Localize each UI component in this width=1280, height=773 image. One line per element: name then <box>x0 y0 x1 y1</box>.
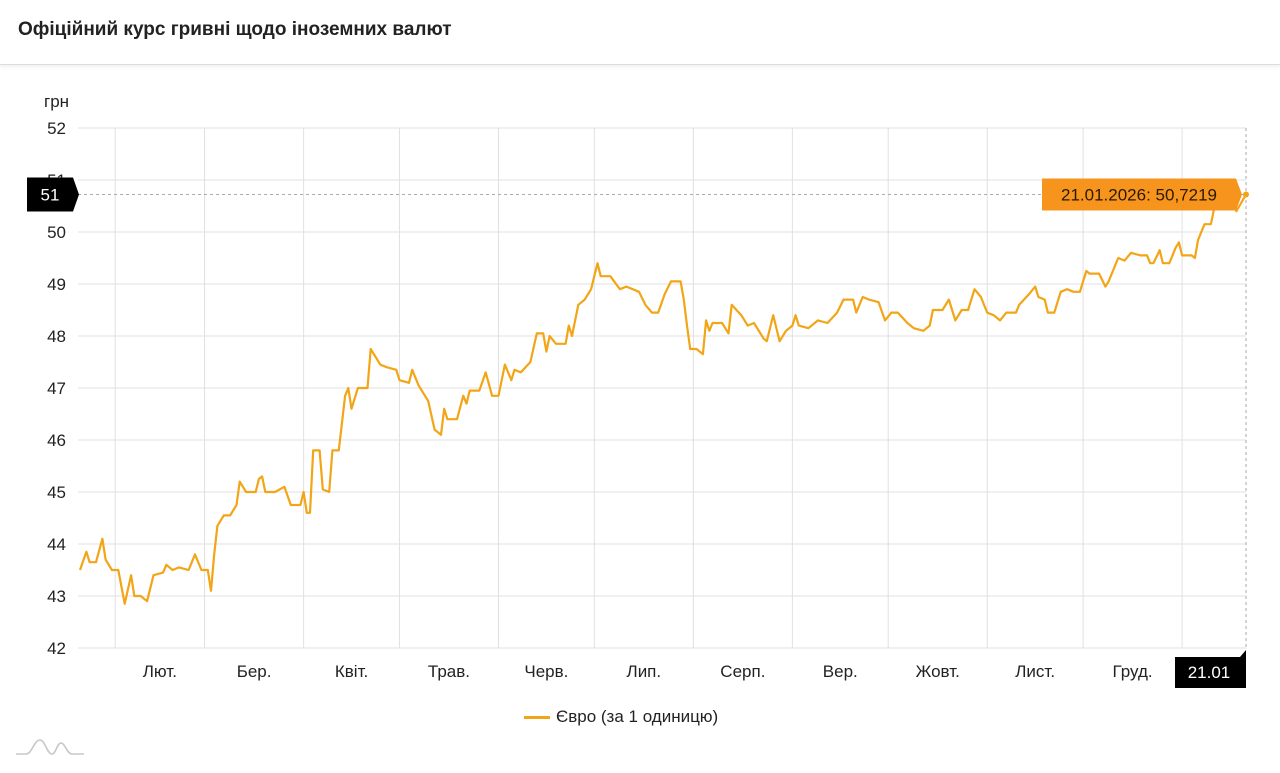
y-tick-label: 50 <box>47 223 66 242</box>
legend-swatch <box>524 715 550 719</box>
tooltip-text: 21.01.2026: 50,7219 <box>1061 185 1217 204</box>
y-crosshair-marker <box>27 177 79 212</box>
x-tick-label: Лют. <box>143 662 177 681</box>
y-tick-label: 52 <box>47 119 66 138</box>
x-crosshair-marker <box>1175 650 1246 688</box>
y-tick-label: 42 <box>47 639 66 658</box>
x-tick-label: Лист. <box>1015 662 1055 681</box>
x-tick-label: Трав. <box>428 662 470 681</box>
highlighted-point[interactable] <box>1243 191 1249 198</box>
y-tick-label: 45 <box>47 483 66 502</box>
legend[interactable]: Євро (за 1 одиницю) <box>524 707 718 727</box>
x-tick-label: Квіт. <box>335 662 368 681</box>
y-tick-label: 47 <box>47 379 66 398</box>
y-tick-label: 48 <box>47 327 66 346</box>
y-tick-label: 46 <box>47 431 66 450</box>
x-tick-label: Груд. <box>1113 662 1153 681</box>
series-line-euro <box>78 191 1247 605</box>
x-tick-label: Черв. <box>524 662 568 681</box>
x-tick-label: Бер. <box>237 662 272 681</box>
tooltip-box <box>1042 178 1242 211</box>
x-tick-label: Лип. <box>627 662 662 681</box>
header: Офіційний курс гривні щодо іноземних вал… <box>0 0 1280 65</box>
y-axis-unit-label: грн <box>44 92 69 111</box>
logo-icon <box>16 739 84 755</box>
page-title: Офіційний курс гривні щодо іноземних вал… <box>18 19 452 40</box>
x-tick-label: Жовт. <box>916 662 960 681</box>
x-tick-label: Серп. <box>720 662 765 681</box>
x-tick-label: Вер. <box>823 662 858 681</box>
x-crosshair-label: 21.01 <box>1188 663 1231 682</box>
legend-label: Євро (за 1 одиницю) <box>556 707 719 726</box>
y-tick-label: 43 <box>47 587 66 606</box>
y-tick-label: 49 <box>47 275 66 294</box>
y-tick-label: 44 <box>47 535 66 554</box>
y-crosshair-label: 51 <box>41 185 60 204</box>
